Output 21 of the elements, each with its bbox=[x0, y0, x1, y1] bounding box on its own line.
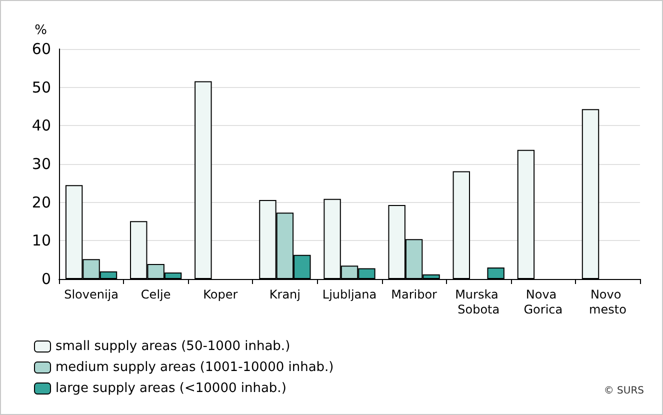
x-tick-label: Slovenija bbox=[64, 288, 118, 302]
legend-label: large supply areas (<10000 inhab.) bbox=[56, 381, 286, 396]
x-tick-label: Ljubljana bbox=[322, 288, 377, 302]
y-tick-label: 0 bbox=[41, 270, 51, 288]
y-tick-label: 50 bbox=[32, 78, 51, 96]
y-tick-label: 30 bbox=[32, 155, 51, 173]
y-tick-label: 20 bbox=[32, 193, 51, 212]
x-tick-label: Murska Sobota bbox=[455, 288, 502, 316]
legend-label: medium supply areas (1001-10000 inhab.) bbox=[56, 360, 334, 375]
y-axis-title: % bbox=[34, 23, 47, 38]
x-tick-label: Koper bbox=[203, 288, 238, 302]
x-tick-label: Kranj bbox=[269, 288, 300, 302]
x-tick-label: Nova Gorica bbox=[524, 288, 563, 316]
y-tick-label: 60 bbox=[32, 40, 51, 58]
x-tick-label: Novo mesto bbox=[589, 288, 626, 316]
text: © SURS bbox=[604, 386, 644, 396]
legend-label: small supply areas (50-1000 inhab.) bbox=[56, 339, 290, 354]
y-tick-label: 10 bbox=[32, 232, 51, 250]
x-tick-label: Celje bbox=[140, 288, 171, 302]
y-tick-label: 40 bbox=[32, 116, 51, 135]
x-tick-label: Maribor bbox=[391, 288, 438, 302]
